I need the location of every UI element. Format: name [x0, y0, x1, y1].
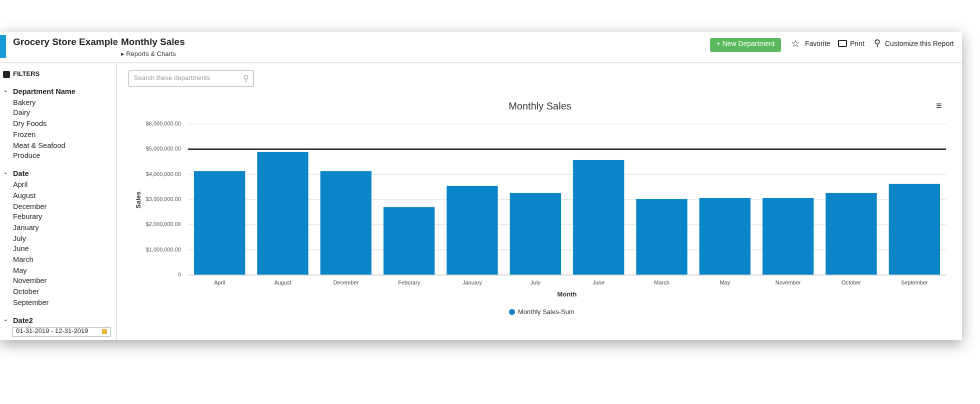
filter-item[interactable]: August — [13, 190, 36, 200]
breadcrumb[interactable]: ▸ Reports & Charts — [121, 51, 176, 58]
bar — [320, 171, 372, 275]
x-tick-label: August — [274, 280, 292, 286]
bar — [194, 171, 246, 275]
print-action[interactable]: Print — [850, 41, 865, 48]
filter-item[interactable]: November — [13, 276, 47, 286]
filter-item[interactable]: Feburary — [13, 212, 43, 222]
x-axis-label: Month — [557, 292, 577, 299]
x-tick-label: June — [593, 280, 605, 286]
search-icon[interactable]: ⚲ — [243, 74, 249, 83]
bar — [446, 185, 498, 275]
print-icon[interactable] — [838, 40, 847, 47]
calendar-icon[interactable] — [102, 329, 107, 334]
filter-item[interactable]: July — [13, 233, 26, 243]
filter-item[interactable]: January — [13, 222, 39, 232]
filter-item[interactable]: June — [13, 244, 29, 254]
favorite-action[interactable]: Favorite — [805, 41, 831, 48]
page-title: Monthly Sales — [121, 37, 185, 48]
group-caret[interactable]: ⌄ — [3, 170, 9, 177]
y-tick-label: $2,000,000.00 — [146, 222, 181, 228]
x-tick-label: January — [462, 280, 482, 286]
x-tick-label: March — [654, 280, 669, 286]
filter-item[interactable]: September — [13, 297, 49, 307]
header-divider — [0, 62, 962, 63]
y-tick-label: 0 — [178, 272, 181, 278]
filter-icon — [3, 71, 10, 78]
search-placeholder: Search these departments — [134, 75, 211, 82]
x-tick-label: November — [775, 280, 801, 286]
filter-item[interactable]: March — [13, 255, 34, 264]
app-tab[interactable] — [0, 35, 6, 58]
x-tick-label: December — [333, 280, 359, 286]
filter-item[interactable]: October — [13, 287, 39, 297]
y-tick-label: $5,000,000.00 — [146, 147, 181, 153]
bar — [383, 207, 435, 275]
app-title[interactable]: Grocery Store Example — [13, 37, 119, 48]
breadcrumb-link[interactable]: Reports & Charts — [126, 51, 176, 58]
filter-item[interactable]: Meat & Seafood — [13, 140, 66, 150]
y-tick-label: $6,000,000.00 — [146, 121, 181, 127]
new-department-button[interactable]: + New Department — [710, 38, 781, 52]
filter-item[interactable]: Frozen — [13, 129, 36, 139]
breadcrumb-separator: > — [111, 37, 117, 47]
x-tick-label: Feburary — [398, 280, 420, 286]
filter-item[interactable]: April — [13, 180, 28, 190]
filter-item[interactable]: Dairy — [13, 108, 31, 118]
legend-label: Monthly Sales-Sum — [518, 309, 574, 316]
x-tick-label: July — [531, 280, 541, 286]
search-input[interactable]: Search these departments ⚲ — [128, 70, 254, 87]
group-caret[interactable]: ⌄ — [3, 317, 9, 323]
filter-item[interactable]: Bakery — [13, 97, 36, 107]
sidebar-divider — [116, 63, 117, 340]
filter-item[interactable]: Dry Foods — [13, 119, 47, 129]
bar — [636, 198, 688, 275]
filter-item[interactable]: May — [13, 265, 27, 275]
favorite-icon[interactable]: ☆ — [791, 39, 800, 50]
legend-marker — [509, 309, 515, 315]
bar — [699, 197, 751, 275]
filter-group-title[interactable]: Department Name — [13, 87, 76, 96]
x-tick-label: April — [214, 280, 225, 286]
x-tick-label: October — [841, 280, 861, 286]
customize-action[interactable]: Customize this Report — [885, 41, 954, 48]
bar — [257, 151, 309, 275]
bar — [509, 192, 561, 275]
x-tick-label: May — [720, 280, 731, 286]
y-axis-label: Sales — [136, 191, 143, 208]
y-tick-label: $1,000,000.00 — [146, 247, 181, 253]
date-range: 01-31-2019 - 12-31-2019 — [16, 328, 89, 335]
bar — [888, 183, 940, 275]
bar — [762, 197, 814, 275]
group-caret[interactable]: ⌄ — [3, 88, 9, 94]
x-tick-label: September — [901, 280, 928, 286]
chart-title: Monthly Sales — [509, 102, 572, 113]
y-tick-label: $4,000,000.00 — [146, 172, 181, 178]
filters-title: FILTERS — [13, 71, 40, 78]
filter-item[interactable]: Produce — [13, 151, 41, 161]
date-range-input[interactable]: 01-31-2019 - 12-31-2019 — [12, 327, 111, 337]
filter-group-title[interactable]: Date2 — [13, 316, 33, 325]
y-tick-label: $3,000,000.00 — [146, 197, 181, 203]
bar — [825, 192, 877, 275]
bar — [573, 159, 625, 275]
chart-menu[interactable]: ≡ — [936, 101, 942, 112]
customize-icon[interactable]: ⚲ — [874, 38, 881, 48]
filter-item[interactable]: December — [13, 201, 47, 211]
filter-group-title[interactable]: Date — [13, 169, 29, 179]
